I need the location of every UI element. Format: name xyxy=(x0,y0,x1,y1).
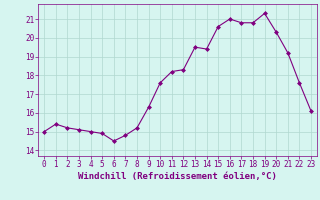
X-axis label: Windchill (Refroidissement éolien,°C): Windchill (Refroidissement éolien,°C) xyxy=(78,172,277,181)
